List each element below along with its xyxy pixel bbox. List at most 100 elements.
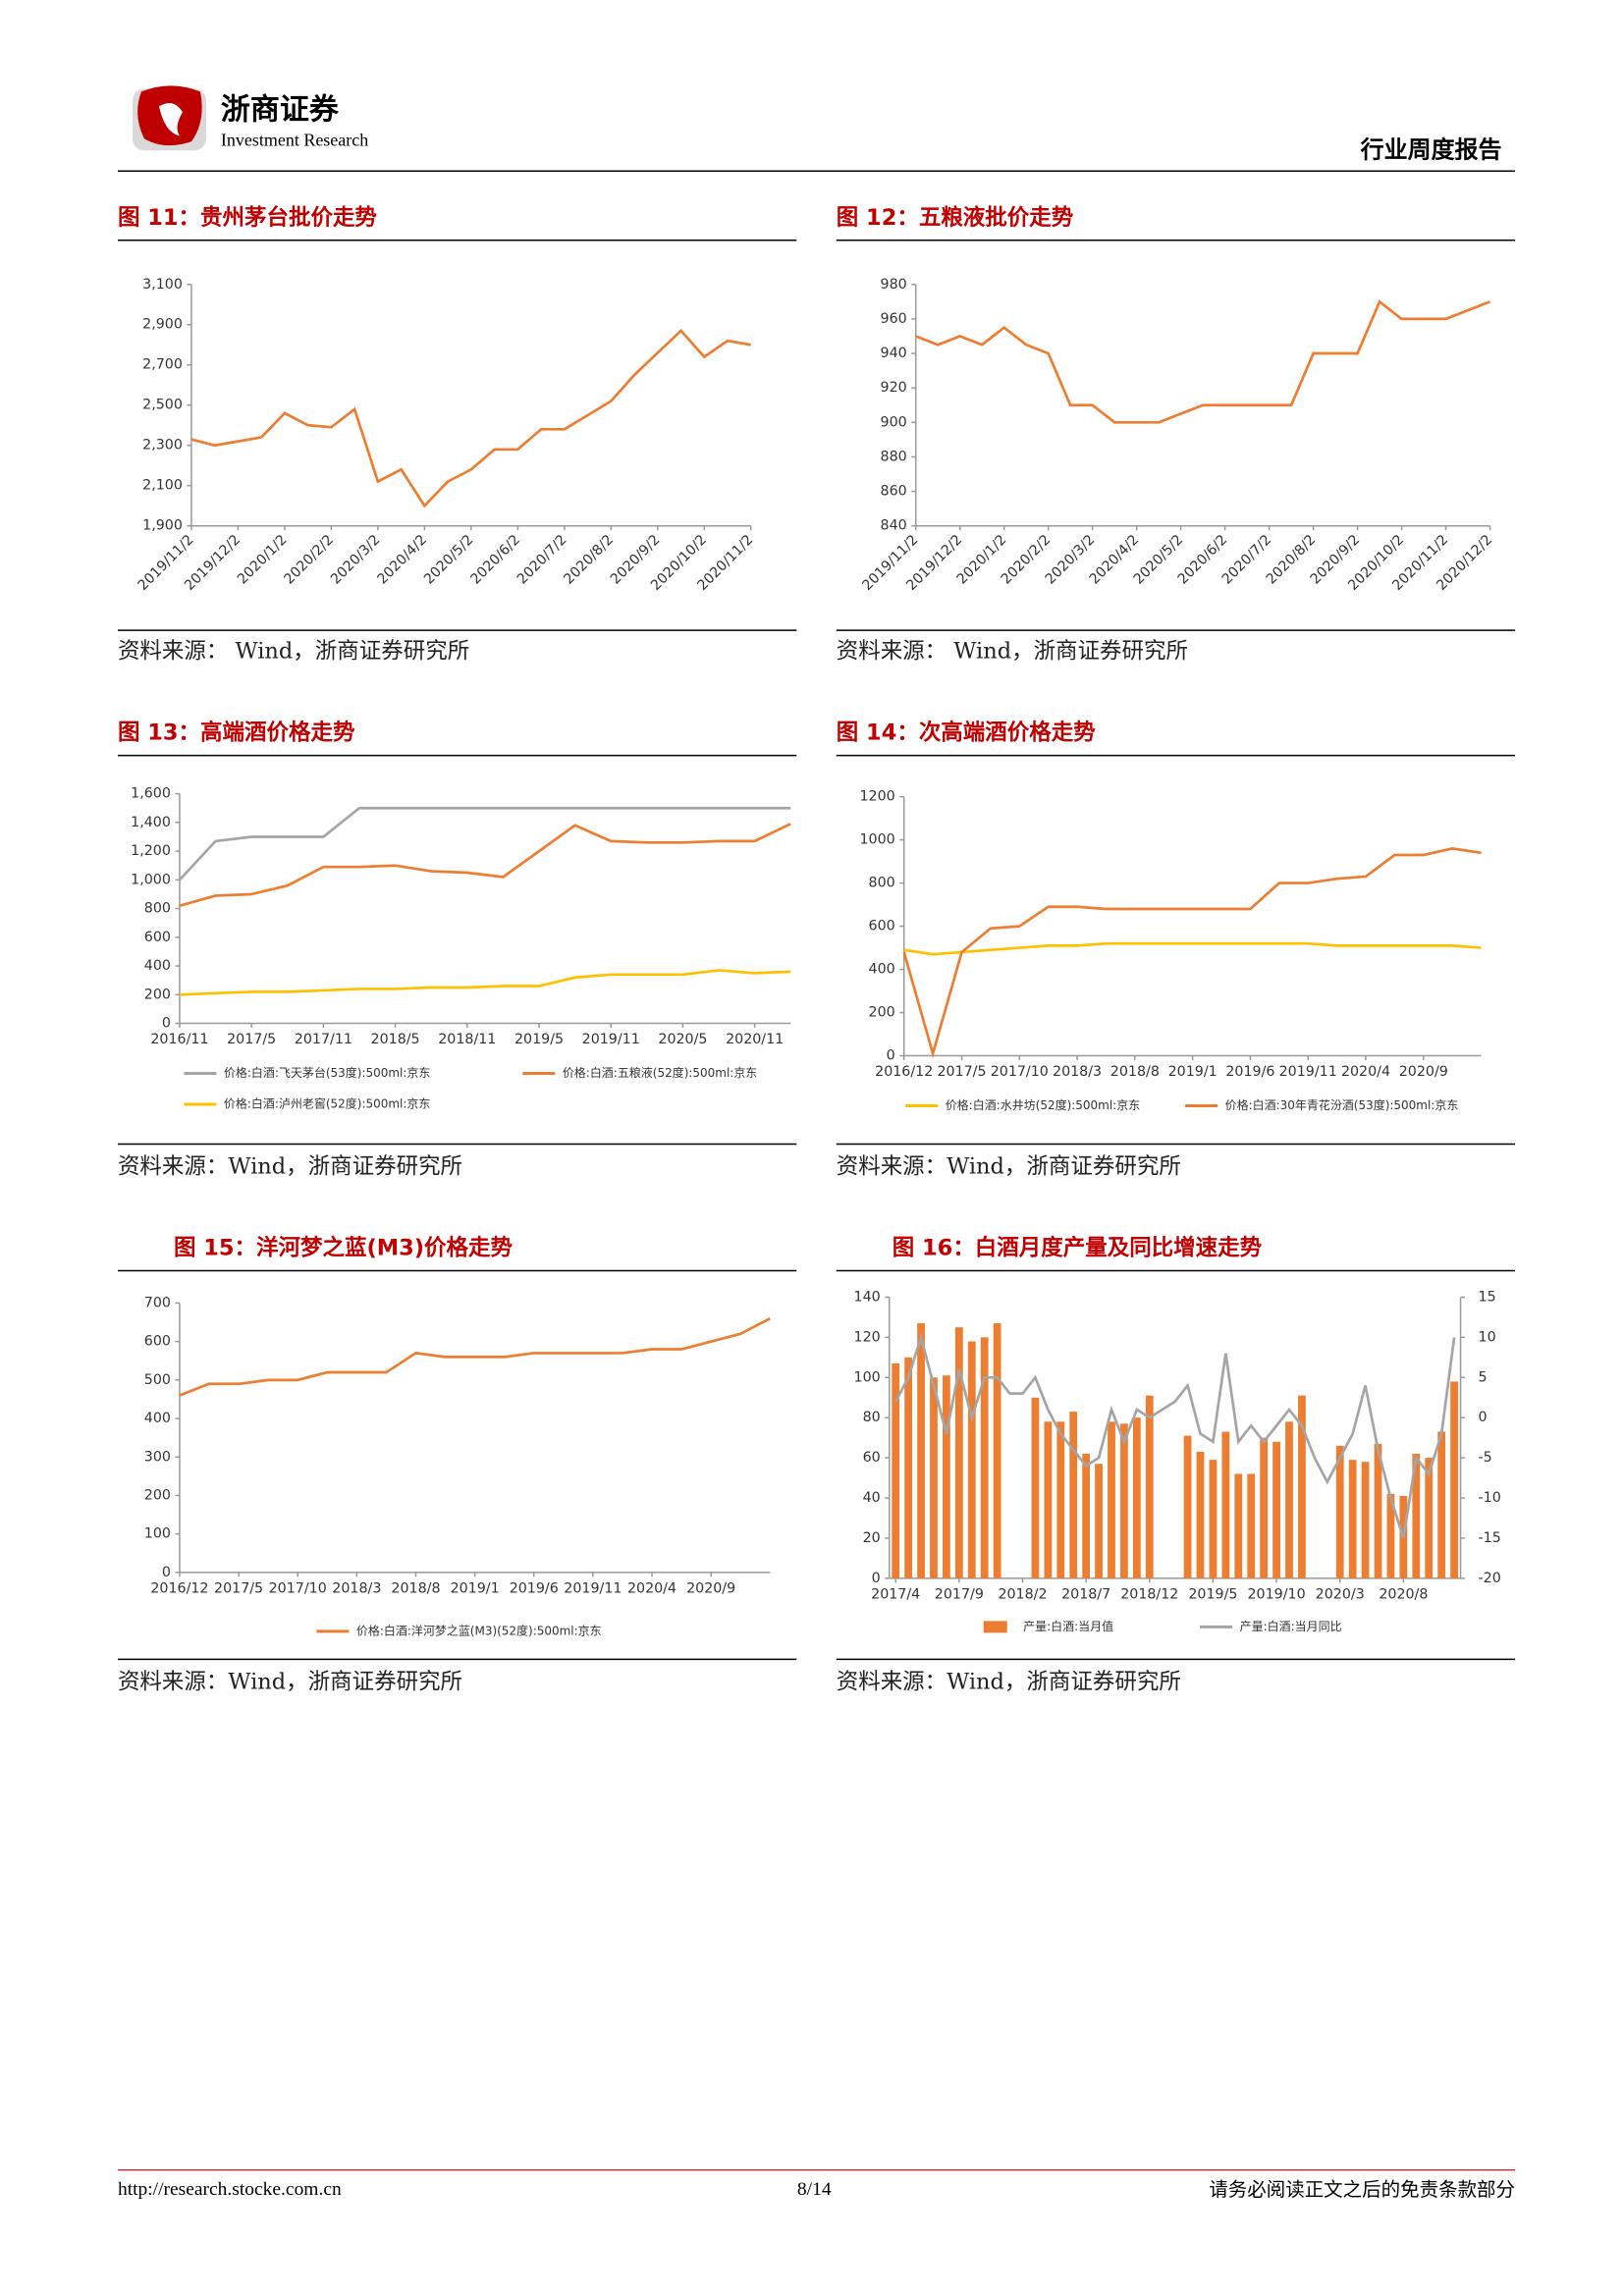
bar [1069,1412,1078,1578]
bar [1145,1395,1154,1578]
x-tick-label: 2017/4 [871,1586,920,1602]
x-tick-label: 2020/11 [726,1032,784,1047]
legend-label: 价格:白酒:泸州老窖(52度):500ml:京东 [224,1096,430,1111]
bar [1374,1443,1382,1578]
x-tick-label: 2016/12 [150,1580,208,1596]
bar [1095,1464,1103,1578]
figure-title: 图 15：洋河梦之蓝(M3)价格走势 [174,1234,514,1260]
x-tick-label: 2020/1/2 [235,532,291,588]
x-tick-label: 2017/11 [295,1032,352,1047]
bar [1335,1445,1344,1578]
figure-title: 图 11：贵州茅台批价走势 [118,204,377,231]
y-tick-label: 600 [869,919,895,934]
line [179,969,791,996]
page-number: 8/14 [797,2179,832,2200]
bar [1437,1431,1446,1578]
y-tick-label: 300 [144,1449,171,1465]
line [903,941,1482,956]
legend-label: 价格:白酒:洋河梦之蓝(M3)(52度):500ml:京东 [356,1623,602,1637]
y-tick-label: 840 [881,518,907,534]
y-tick-label: 860 [881,484,907,500]
x-tick-label: 2018/5 [371,1032,420,1047]
line [902,847,1482,1059]
x-tick-label: 2017/9 [935,1586,984,1602]
x-tick-label: 2019/1 [1168,1064,1218,1080]
x-tick-label: 2017/5 [214,1580,263,1596]
source: 资料来源：Wind，浙商证券研究所 [837,1153,1181,1179]
figure-title: 图 16：白酒月度产量及同比增速走势 [893,1234,1263,1260]
y-tick-label: 400 [869,962,895,978]
source: 资料来源： Wind，浙商证券研究所 [837,639,1188,665]
x-tick-label: 2019/5 [1188,1586,1237,1602]
y-tick-label: 1000 [859,832,894,848]
charts: 1,900 2,100 2,300 2,500 2,700 2,900 3,100 2019/… [131,277,1501,1638]
source: 资料来源：Wind，浙商证券研究所 [837,1669,1181,1694]
x-tick-label: 2019/11 [1279,1064,1337,1080]
y-tick-label: 200 [144,987,171,1002]
bar [993,1323,1001,1578]
bar [1234,1473,1243,1578]
x-tick-label: 2017/10 [991,1064,1049,1080]
bar [1196,1451,1205,1578]
y-tick-label: 800 [144,901,171,917]
line [190,328,751,508]
x-tick-label: 2018/2 [998,1586,1047,1602]
x-tick-label: 2018/3 [1053,1064,1102,1080]
legend-swatch [983,1621,1007,1633]
x-tick-label: 2020/5/2 [421,532,477,588]
bar [954,1327,963,1578]
y-tick-label: 80 [863,1410,881,1425]
y2-tick-label: -15 [1479,1530,1501,1546]
bar [1425,1458,1434,1578]
y-tick-label: 1,900 [142,518,183,534]
bar [892,1362,900,1578]
y2-tick-label: 15 [1479,1289,1496,1305]
y-tick-label: 2,900 [142,317,183,333]
y-tick-label: 980 [881,277,907,293]
bar [1108,1421,1115,1578]
x-tick-label: 2020/4/2 [375,532,431,588]
bar [1082,1454,1091,1578]
y-tick-label: 500 [144,1372,171,1388]
bar [1044,1421,1053,1578]
x-tick-label: 2020/9 [1399,1064,1448,1080]
y-tick-label: 2,300 [142,438,183,454]
line [915,299,1491,424]
legend-label: 价格:白酒:30年青花汾酒(53度):500ml:京东 [1225,1097,1459,1112]
line [178,806,791,881]
bar [1247,1473,1256,1578]
y-tick-label: 100 [144,1526,171,1542]
x-tick-label: 2020/9 [686,1580,735,1596]
report-type: 行业周度报告 [1360,135,1502,163]
y-tick-label: 200 [144,1487,171,1503]
figure-title: 图 14：次高端酒价格走势 [837,720,1096,746]
y-tick-label: 60 [863,1450,881,1466]
bar [1209,1460,1218,1578]
y-tick-label: 40 [863,1490,881,1506]
y-tick-label: 600 [144,1334,171,1350]
x-tick-label: 2019/11 [564,1580,622,1596]
y-tick-label: 920 [881,380,907,396]
source: 资料来源：Wind，浙商证券研究所 [118,1153,462,1179]
y-tick-label: 2,700 [142,357,183,373]
x-tick-label: 2020/7/2 [514,532,570,588]
x-tick-label: 2018/11 [438,1032,496,1047]
legend-label: 产量:白酒:当月同比 [1240,1619,1342,1633]
bar [1450,1381,1458,1578]
y-tick-label: 880 [881,449,907,464]
bar [1272,1441,1280,1578]
x-tick-label: 2020/6/2 [467,532,523,588]
y-tick-label: 140 [854,1289,881,1305]
y-tick-label: 3,100 [142,277,183,293]
x-tick-label: 2020/3/2 [328,532,384,588]
bar [1132,1417,1141,1578]
y-tick-label: 0 [887,1048,895,1064]
bar [917,1323,925,1578]
y-tick-label: 20 [863,1530,881,1546]
x-tick-label: 2020/4 [627,1580,677,1596]
x-tick-label: 2016/12 [875,1064,933,1080]
bar [967,1341,976,1578]
line [179,1316,771,1397]
legend-label: 产量:白酒:当月值 [1023,1619,1113,1633]
x-tick-label: 2016/11 [150,1032,208,1047]
